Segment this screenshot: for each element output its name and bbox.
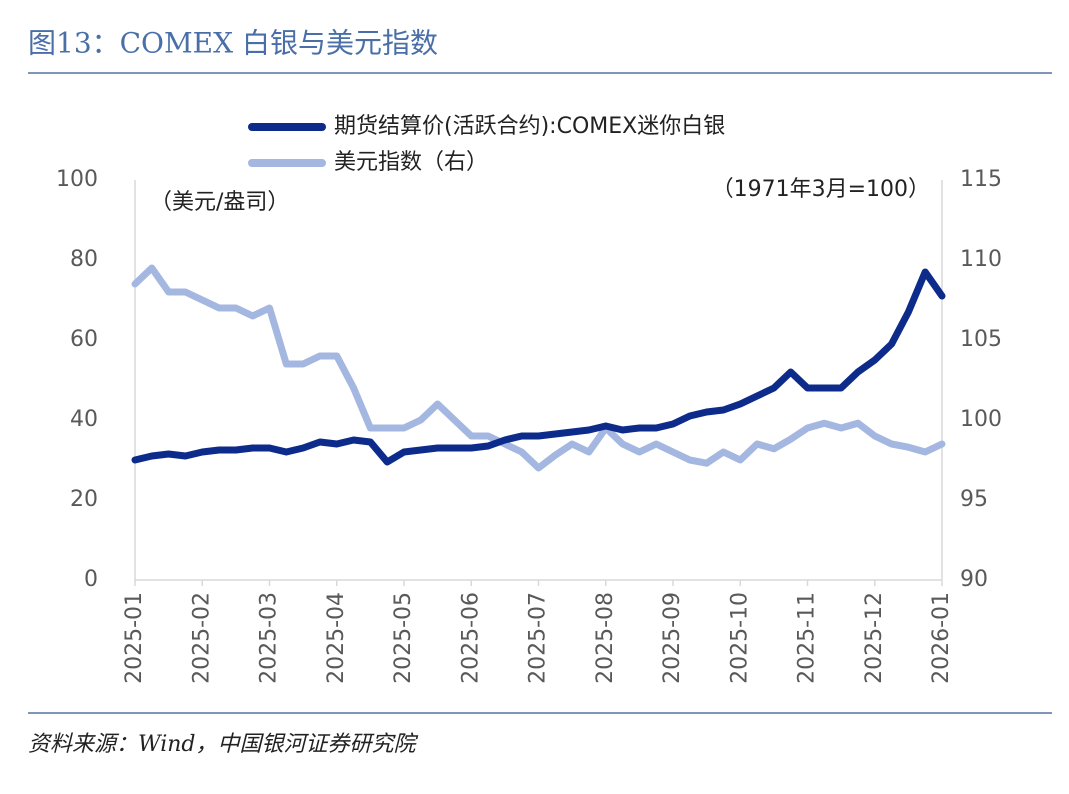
- y-tick-label: 40: [70, 407, 98, 432]
- x-tick-label: 2025-11: [795, 592, 820, 684]
- y-tick-label: 100: [56, 167, 98, 192]
- y2-tick-label: 115: [960, 167, 1002, 192]
- y-tick-label: 20: [70, 487, 98, 512]
- y2-tick-label: 100: [960, 407, 1002, 432]
- x-tick-label: 2025-09: [660, 592, 685, 684]
- y-tick-label: 80: [70, 247, 98, 272]
- y2-tick-label: 95: [960, 487, 988, 512]
- x-tick-label: 2025-05: [391, 592, 416, 684]
- y2-axis-label: （1971年3月=100）: [712, 177, 930, 202]
- chart-title: 图13：COMEX 白银与美元指数: [28, 27, 438, 60]
- x-tick-label: 2025-08: [593, 592, 618, 684]
- x-tick-label: 2025-10: [727, 592, 752, 684]
- x-tick-label: 2025-12: [862, 592, 887, 684]
- x-tick-label: 2026-01: [929, 592, 954, 684]
- x-tick-label: 2025-07: [526, 592, 551, 684]
- y2-tick-label: 110: [960, 247, 1002, 272]
- series-line: [131, 268, 946, 466]
- y2-tick-label: 90: [960, 567, 988, 592]
- legend-label: 期货结算价(活跃合约):COMEX迷你白银: [334, 114, 725, 139]
- y-tick-label: 60: [70, 327, 98, 352]
- x-tick-label: 2025-04: [324, 592, 349, 684]
- y2-tick-label: 105: [960, 327, 1002, 352]
- x-tick-label: 2025-06: [458, 592, 483, 684]
- y-axis-label: （美元/盎司）: [150, 190, 289, 215]
- source: 资料来源：Wind，中国银河证券研究院: [28, 732, 419, 757]
- x-tick-label: 2025-02: [189, 592, 214, 684]
- x-tick-label: 2025-01: [122, 592, 147, 684]
- series-line: [131, 264, 946, 472]
- x-tick-label: 2025-03: [257, 592, 282, 684]
- legend-label: 美元指数（右）: [334, 150, 488, 175]
- y-tick-label: 0: [84, 567, 98, 592]
